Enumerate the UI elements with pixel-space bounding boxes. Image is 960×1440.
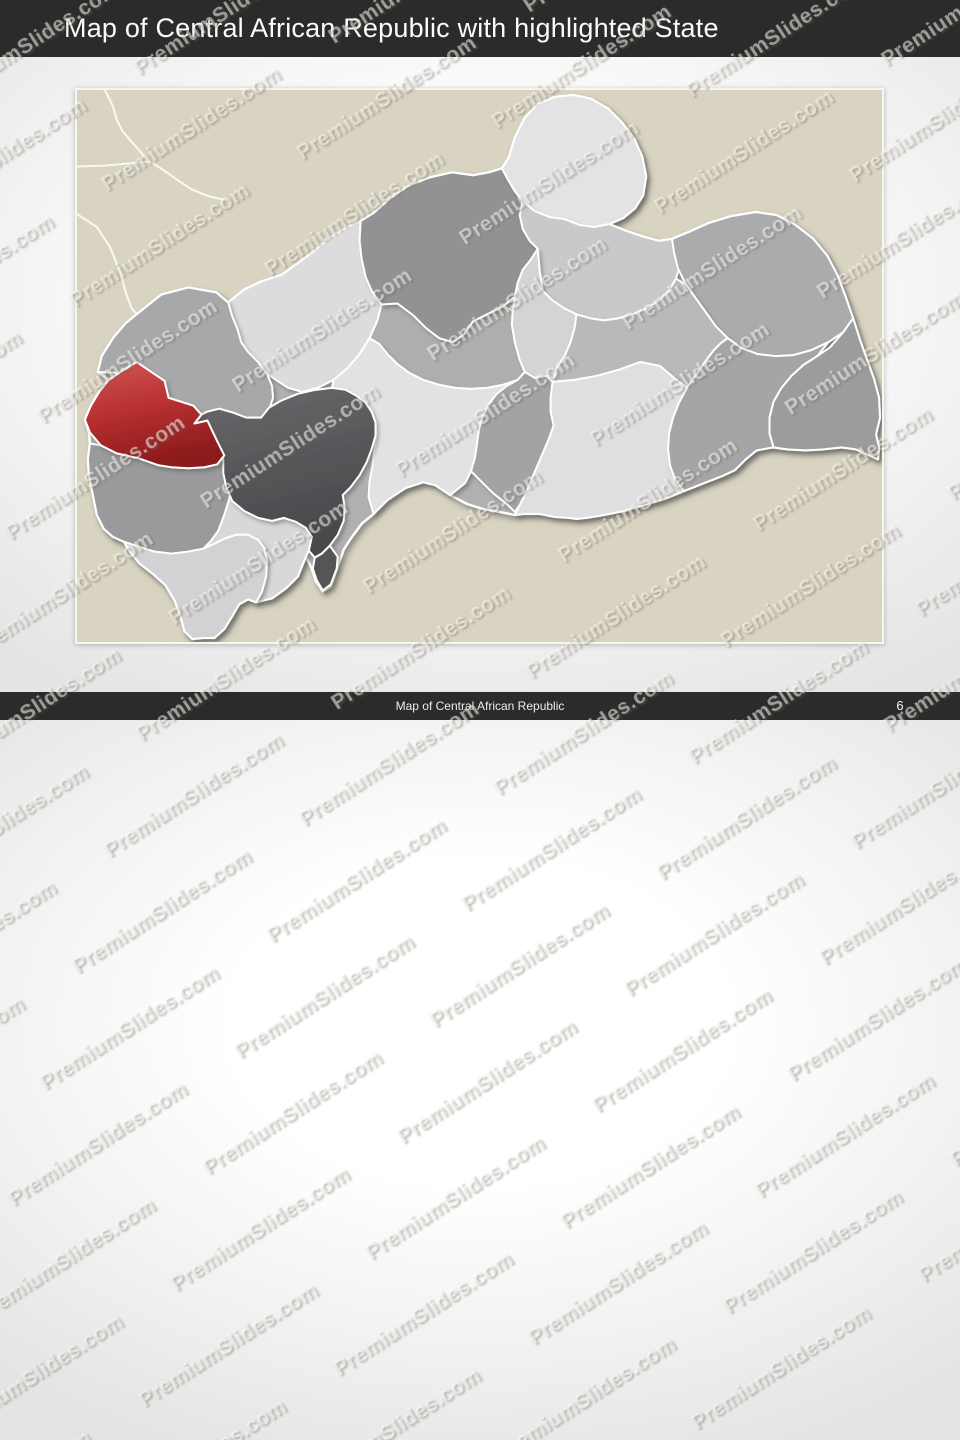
region-nana-mambere-highlighted[interactable]: [83, 361, 226, 470]
neighbor-border-line: [148, 160, 228, 202]
region-sangha-mbaere[interactable]: [122, 533, 269, 641]
region-basse-kotto[interactable]: [513, 361, 688, 520]
neighbor-border-line: [77, 213, 140, 318]
neighbor-borders-group: [77, 90, 228, 318]
region-mbomou[interactable]: [667, 337, 830, 493]
watermark-text: PremiumSlides.com PremiumSlides.com Prem…: [6, 417, 960, 1440]
header-bar: Map of Central African Republic with hig…: [0, 0, 960, 57]
page-number: 6: [896, 698, 904, 713]
region-haut-mbomou[interactable]: [768, 317, 882, 461]
country-group: [83, 93, 882, 641]
car-map-svg: [77, 90, 882, 641]
footer-bar: Map of Central African Republic 6: [0, 691, 960, 720]
neighbor-border-line: [77, 160, 151, 168]
map-panel: [75, 88, 884, 644]
page-title: Map of Central African Republic with hig…: [64, 13, 719, 43]
footer-label: Map of Central African Republic: [395, 699, 565, 713]
region-ombella-mpoko[interactable]: [193, 386, 377, 559]
region-bangui[interactable]: [311, 544, 339, 592]
neighbor-border-line: [103, 90, 151, 163]
